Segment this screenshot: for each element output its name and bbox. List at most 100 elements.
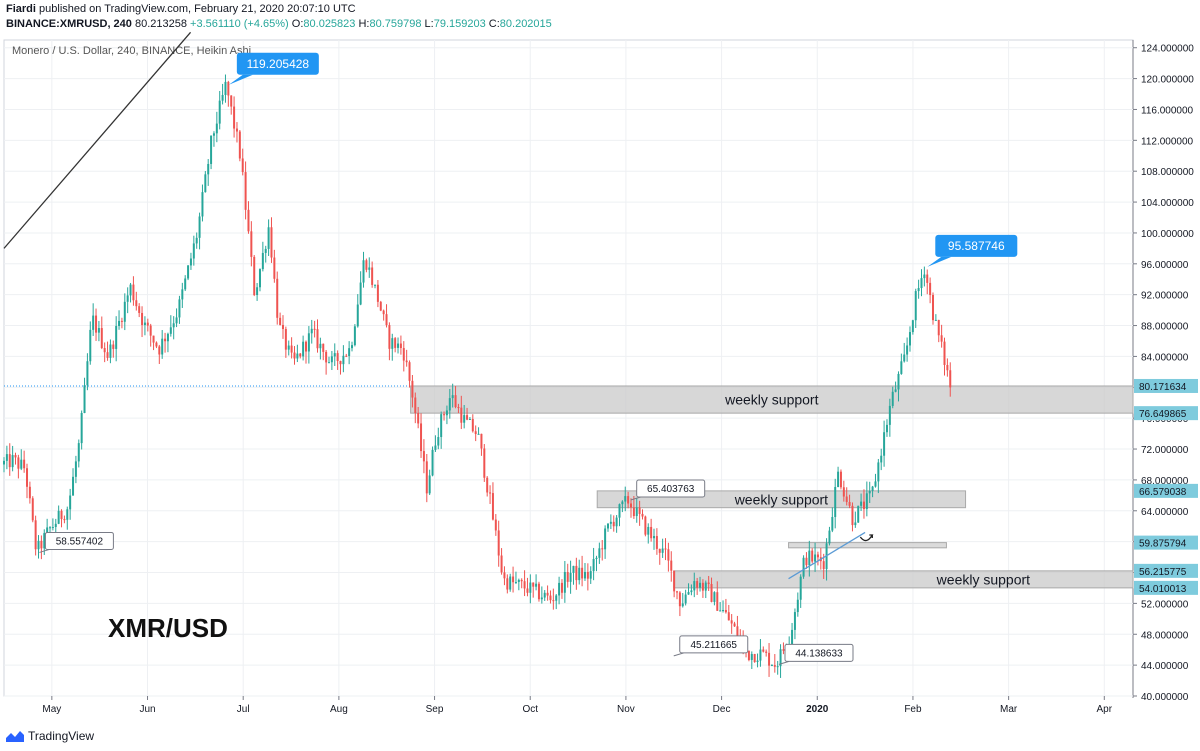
- candle-body: [632, 507, 635, 517]
- candle-body: [733, 623, 736, 627]
- candle-body: [118, 320, 121, 326]
- candle-body: [793, 612, 796, 630]
- candle-body: [811, 550, 814, 562]
- candle-body: [888, 405, 891, 425]
- candle-body: [923, 274, 926, 279]
- price-callout-box: [44, 531, 114, 550]
- y-tick-label: 44.000000: [1141, 661, 1189, 672]
- y-tick-label: 92.000000: [1141, 291, 1189, 302]
- candle-body: [606, 523, 609, 529]
- candle-body: [681, 603, 684, 607]
- candle-body: [701, 582, 704, 591]
- x-tick-label: May: [42, 704, 61, 715]
- candle-body: [756, 660, 759, 663]
- axis-price-badge-text: 54.010013: [1139, 584, 1187, 595]
- candle-body: [376, 284, 379, 302]
- x-tick-label: Feb: [904, 704, 922, 715]
- candle-body: [233, 106, 236, 129]
- candle-body: [822, 561, 825, 570]
- candle-body: [138, 306, 141, 313]
- x-tick-label: Sep: [426, 704, 444, 715]
- candle-body: [230, 95, 233, 107]
- candle-body: [747, 650, 750, 660]
- candle-body: [569, 572, 572, 582]
- axis-price-badge: [1134, 580, 1198, 595]
- candle-body: [466, 415, 469, 420]
- candle-body: [304, 341, 307, 352]
- candle-body: [796, 599, 799, 613]
- candle-body: [517, 579, 520, 583]
- candle-body: [641, 513, 644, 517]
- candle-body: [49, 527, 52, 529]
- candle-body: [526, 588, 529, 593]
- candle-body: [428, 475, 431, 494]
- candle-body: [615, 517, 618, 527]
- chart-title: Monero / U.S. Dollar, 240, BINANCE, Heik…: [12, 45, 251, 57]
- candle-body: [178, 299, 181, 318]
- candle-body: [40, 540, 43, 549]
- candle-body: [943, 341, 946, 365]
- candle-body: [434, 445, 437, 450]
- axis-price-badge: [1134, 563, 1198, 578]
- candle-body: [221, 94, 224, 101]
- candle-body: [60, 510, 63, 520]
- trendline: [3, 31, 192, 249]
- candle-body: [848, 502, 851, 506]
- candle-body: [762, 649, 765, 652]
- candle-body: [805, 557, 808, 566]
- candle-body: [523, 581, 526, 589]
- price-callout-text: 119.205428: [247, 57, 310, 71]
- x-tick-label: Mar: [1000, 704, 1018, 715]
- candle-body: [699, 582, 702, 588]
- y-tick-label: 116.000000: [1141, 105, 1194, 116]
- candle-body: [3, 460, 5, 465]
- chart-header-line2: BINANCE:XMRUSD, 240 80.213258 +3.561110 …: [6, 17, 552, 32]
- candle-body: [460, 407, 463, 423]
- candle-body: [929, 282, 932, 295]
- candle-body: [172, 323, 175, 328]
- candle-body: [66, 509, 69, 520]
- price-callout-text: 45.211665: [690, 640, 737, 651]
- candle-body: [322, 343, 325, 352]
- candle-body: [480, 433, 483, 449]
- candle-body: [690, 590, 693, 593]
- y-tick-label: 64.000000: [1141, 507, 1189, 518]
- price-callout-text: 65.403763: [647, 484, 695, 495]
- candle-body: [448, 398, 451, 411]
- footer-brand[interactable]: TradingView: [28, 729, 95, 743]
- axis-price-badge-text: 59.875794: [1139, 539, 1187, 550]
- candle-body: [828, 530, 831, 544]
- candle-body: [914, 291, 917, 321]
- candle-body: [911, 320, 914, 333]
- support-zone: [673, 570, 1134, 589]
- candle-body: [46, 527, 49, 534]
- candle-body: [724, 610, 727, 613]
- candle-body: [874, 481, 877, 487]
- candle-body: [425, 461, 428, 494]
- candle-body: [411, 380, 414, 398]
- candle-body: [100, 328, 103, 349]
- plot-area: [3, 39, 1134, 697]
- candle-body: [184, 278, 187, 290]
- candle-body: [166, 333, 169, 342]
- candle-body: [164, 338, 167, 342]
- candle-body: [595, 557, 598, 560]
- candle-body: [238, 131, 241, 159]
- candle-body: [115, 325, 118, 349]
- x-tick-label: Jul: [237, 704, 250, 715]
- candle-body: [267, 227, 270, 249]
- candle-body: [244, 172, 247, 210]
- symbol-label: BINANCE:XMRUSD, 240: [6, 18, 132, 30]
- candle-body: [782, 649, 785, 651]
- candle-body: [750, 654, 753, 660]
- candle-body: [69, 495, 72, 510]
- candle-body: [500, 555, 503, 573]
- price-callout-box: [236, 52, 319, 75]
- candle-body: [635, 507, 638, 517]
- candle-body: [552, 600, 555, 602]
- candle-body: [129, 284, 132, 296]
- candle-body: [120, 320, 123, 322]
- candle-body: [34, 520, 37, 550]
- candle-body: [17, 457, 20, 469]
